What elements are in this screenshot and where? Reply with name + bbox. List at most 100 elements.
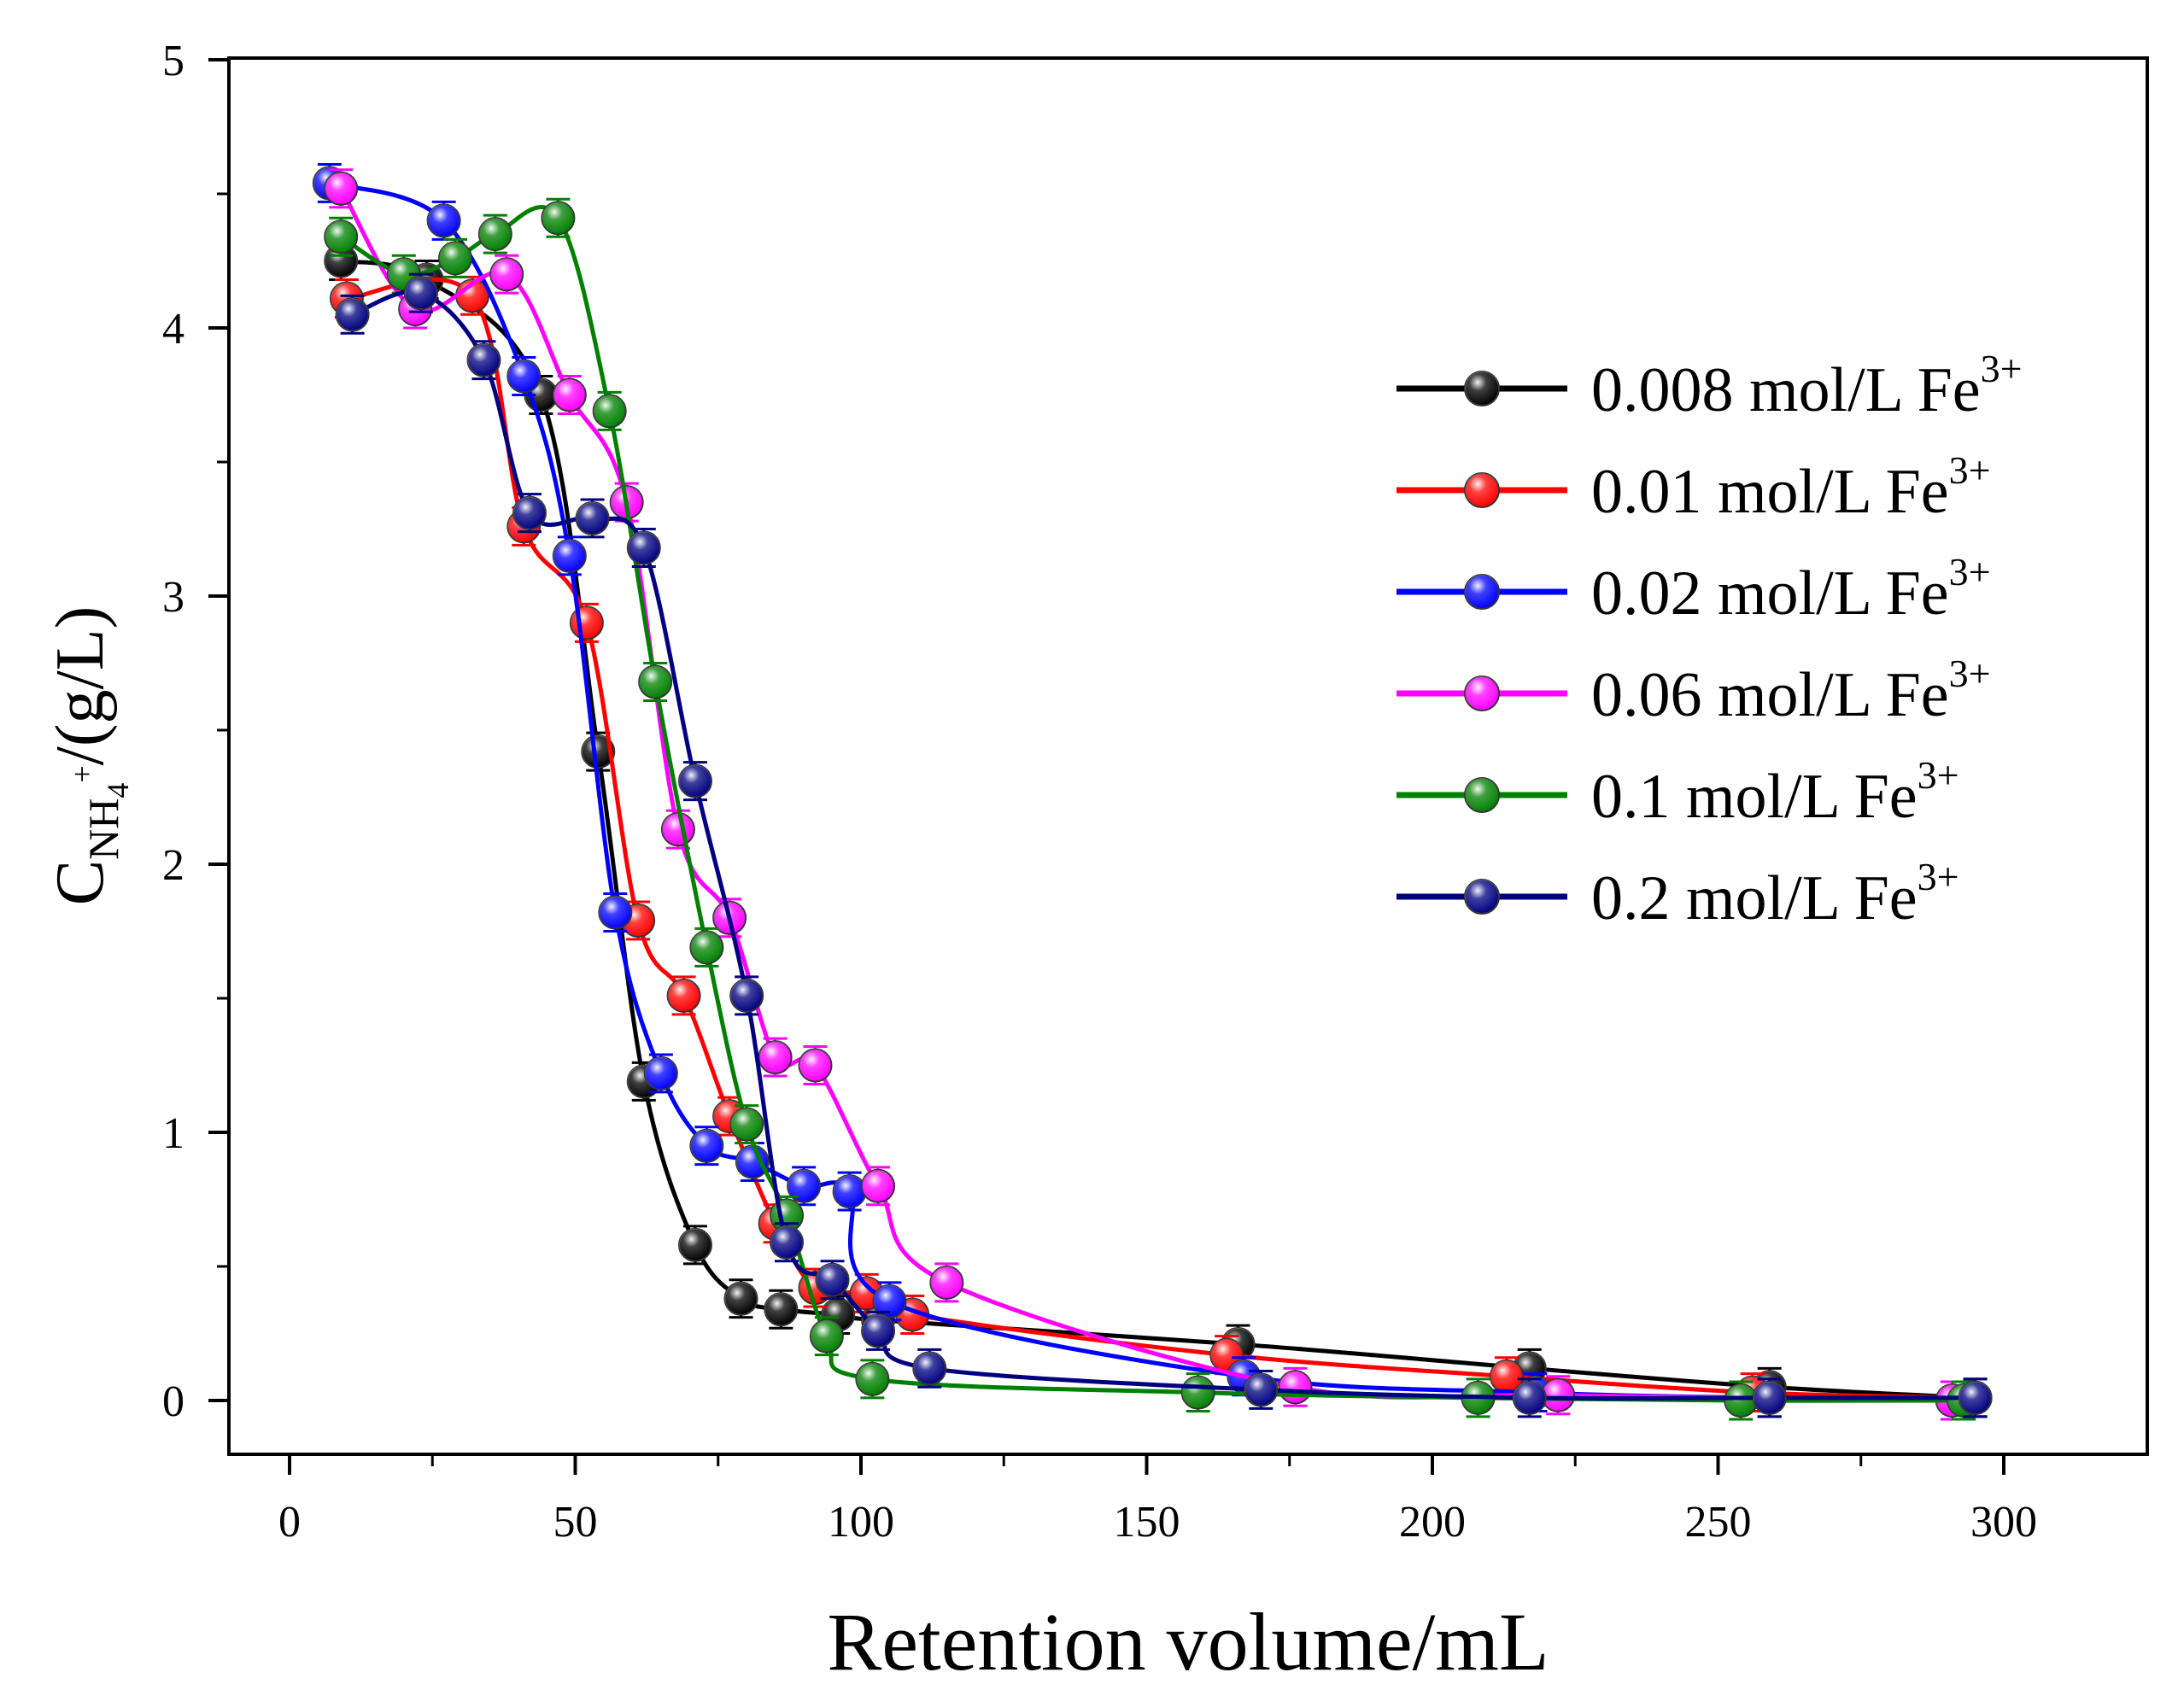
legend-label: 0.01 mol/L Fe3+ — [1591, 448, 1991, 527]
legend-marker-highlight — [1465, 880, 1499, 914]
data-point-highlight — [724, 1282, 758, 1315]
y-tick-label: 0 — [162, 1377, 184, 1426]
legend-label: 0.06 mol/L Fe3+ — [1591, 652, 1991, 730]
series-layer — [312, 162, 1993, 1421]
x-tick-label: 50 — [553, 1498, 598, 1547]
data-point-highlight — [576, 501, 609, 535]
y-axis-title-subsub: 4 — [101, 783, 135, 798]
y-tick-label: 4 — [162, 305, 184, 354]
data-point-highlight — [758, 1041, 792, 1074]
data-point-highlight — [570, 606, 603, 640]
legend-label-sup: 3+ — [1918, 855, 1959, 898]
legend-marker-highlight — [1465, 575, 1499, 609]
data-point-highlight — [1490, 1360, 1523, 1393]
legend-item-3: 0.06 mol/L Fe3+ — [1396, 652, 1991, 730]
legend-marker-highlight — [1465, 676, 1499, 711]
data-point-highlight — [730, 979, 764, 1012]
legend-label: 0.2 mol/L Fe3+ — [1591, 855, 1959, 933]
x-tick-label: 250 — [1685, 1498, 1752, 1547]
plot-frame — [227, 56, 2149, 1456]
x-axis-title: Retention volume/mL — [827, 1596, 1549, 1687]
data-point-highlight — [553, 378, 586, 412]
x-tick-label: 100 — [828, 1498, 894, 1547]
legend-marker-highlight — [1465, 473, 1499, 507]
data-point-highlight — [325, 220, 358, 254]
legend-label-main: 0.01 mol/L Fe — [1591, 457, 1949, 527]
data-point-highlight — [678, 764, 711, 798]
series-1 — [329, 275, 1993, 1418]
data-point-highlight — [1724, 1384, 1758, 1417]
data-point-highlight — [490, 258, 524, 291]
axis-ticks: 0 50 100 150 200 250 300 0 1 2 3 4 5 — [162, 37, 2037, 1547]
data-point-highlight — [325, 244, 358, 278]
data-point-highlight — [862, 1314, 895, 1348]
data-point-highlight — [661, 813, 694, 846]
data-point-highlight — [512, 496, 546, 529]
data-point-highlight — [770, 1225, 804, 1259]
series-line — [346, 277, 1976, 1401]
legend-item-2: 0.02 mol/L Fe3+ — [1396, 550, 1991, 629]
y-tick-label: 1 — [162, 1109, 184, 1158]
legend-label: 0.02 mol/L Fe3+ — [1591, 550, 1991, 629]
data-point-highlight — [856, 1362, 889, 1395]
legend-label-main: 0.1 mol/L Fe — [1591, 762, 1918, 832]
legend-item-0: 0.008 mol/L Fe3+ — [1396, 347, 2023, 425]
y-tick-label: 5 — [162, 37, 184, 85]
data-point-highlight — [582, 735, 615, 769]
data-point-highlight — [730, 1108, 764, 1141]
x-tick-label: 200 — [1399, 1498, 1466, 1547]
legend-label: 0.008 mol/L Fe3+ — [1591, 347, 2023, 425]
x-tick-label: 0 — [278, 1498, 301, 1547]
x-tick-label: 300 — [1970, 1498, 2037, 1547]
data-point-highlight — [593, 395, 626, 428]
data-point-highlight — [862, 1169, 895, 1202]
data-point-highlight — [1959, 1381, 1992, 1414]
data-point-highlight — [404, 277, 437, 310]
legend-label: 0.1 mol/L Fe3+ — [1591, 753, 1959, 832]
data-point-highlight — [439, 242, 472, 275]
data-point-highlight — [764, 1293, 798, 1326]
legend: 0.008 mol/L Fe3+0.01 mol/L Fe3+0.02 mol/… — [1396, 347, 2023, 933]
data-point-highlight — [930, 1266, 963, 1299]
data-point-highlight — [478, 218, 512, 251]
data-point-highlight — [816, 1263, 849, 1296]
data-point-highlight — [1542, 1378, 1575, 1412]
data-point-highlight — [599, 896, 632, 929]
y-axis-title-unit: /(g/L) — [43, 606, 118, 766]
data-point-highlight — [1244, 1373, 1278, 1406]
data-point-highlight — [507, 360, 541, 393]
data-point-highlight — [553, 539, 586, 572]
legend-marker-highlight — [1465, 778, 1499, 812]
y-axis-title-sub: NH — [79, 798, 127, 860]
data-point-highlight — [644, 1056, 677, 1090]
data-point-highlight — [690, 1129, 723, 1162]
y-tick-label: 3 — [162, 573, 184, 622]
data-point-highlight — [1279, 1371, 1312, 1404]
data-point-highlight — [542, 202, 575, 235]
x-tick-label: 150 — [1114, 1498, 1180, 1547]
legend-label-sup: 3+ — [1949, 652, 1991, 695]
series-5 — [335, 272, 1993, 1418]
data-point-highlight — [639, 665, 672, 699]
data-point-highlight — [873, 1284, 906, 1318]
data-point-highlight — [678, 1228, 711, 1261]
legend-item-1: 0.01 mol/L Fe3+ — [1396, 448, 1991, 527]
data-point-highlight — [735, 1145, 769, 1178]
legend-marker-highlight — [1465, 371, 1499, 406]
data-point-highlight — [1513, 1381, 1546, 1414]
legend-label-sup: 3+ — [1918, 753, 1959, 797]
data-point-highlight — [325, 172, 358, 205]
data-point-highlight — [427, 204, 460, 237]
svg-text:CNH4+/(g/L): CNH4+/(g/L) — [43, 606, 135, 906]
data-point-highlight — [833, 1175, 866, 1208]
y-axis-title: CNH4+/(g/L) — [43, 606, 135, 906]
data-point-highlight — [799, 1049, 832, 1082]
legend-item-5: 0.2 mol/L Fe3+ — [1396, 855, 1959, 933]
legend-label-main: 0.02 mol/L Fe — [1591, 558, 1949, 629]
data-point-highlight — [690, 931, 723, 964]
data-point-highlight — [667, 979, 700, 1012]
y-tick-label: 2 — [162, 841, 184, 890]
legend-label-main: 0.2 mol/L Fe — [1591, 863, 1918, 933]
legend-label-sup: 3+ — [1949, 448, 1991, 492]
legend-item-4: 0.1 mol/L Fe3+ — [1396, 753, 1959, 832]
